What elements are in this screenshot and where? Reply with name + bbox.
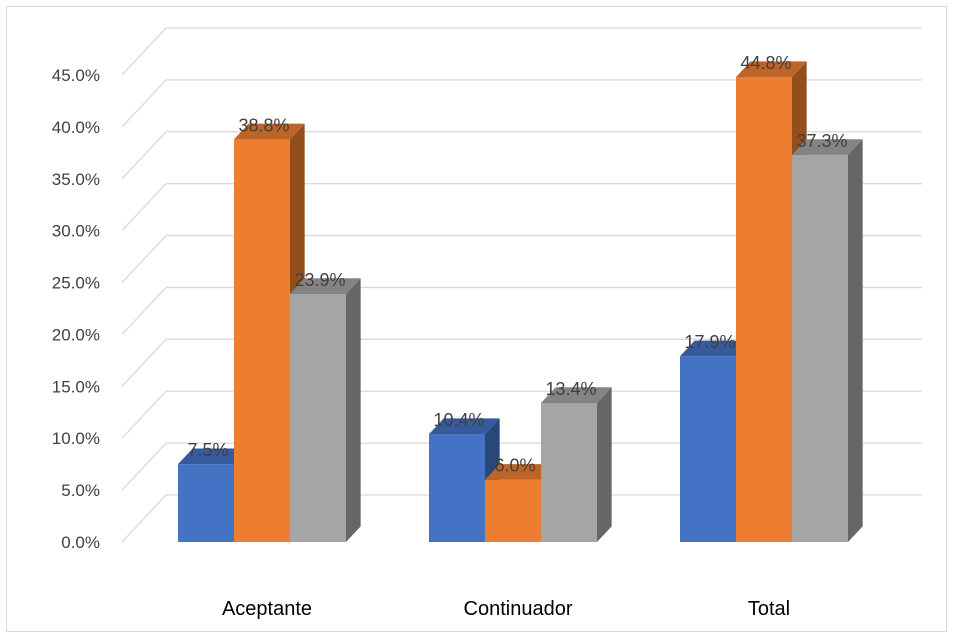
y-tick-label: 0.0% (61, 533, 100, 552)
y-tick-label: 30.0% (52, 222, 100, 241)
gridline-depth (121, 183, 167, 232)
gridline-depth (121, 131, 167, 180)
gridline-depth (121, 27, 167, 76)
y-axis-ticks: 0.0% 5.0% 10.0% 15.0% 20.0% 25.0% 30.0% 35.0% 40… (52, 66, 100, 552)
x-axis-categories: Aceptante Continuador Total (222, 598, 790, 620)
gridline-depth (121, 235, 167, 283)
gridline-depth (121, 390, 167, 439)
gridline-depth (121, 494, 167, 543)
y-tick-label: 25.0% (52, 274, 100, 293)
data-label-series-2: 6.0% (494, 456, 535, 476)
x-category-label: Continuador (464, 598, 573, 620)
data-label-series-1: 17.9% (684, 332, 735, 352)
data-label-series-1: 10.4% (433, 410, 484, 430)
data-label-series-2: 38.8% (238, 115, 289, 135)
bar-series-3 (290, 278, 361, 542)
data-label-series-3: 13.4% (545, 379, 596, 399)
y-tick-label: 20.0% (52, 325, 100, 344)
y-tick-label: 10.0% (52, 429, 100, 448)
bar-series-3 (792, 139, 863, 543)
y-tick-label: 35.0% (52, 170, 100, 189)
data-label-series-3: 23.9% (294, 270, 345, 290)
y-tick-label: 5.0% (61, 481, 100, 500)
gridline-depth (121, 442, 167, 491)
data-label-series-3: 37.3% (796, 131, 847, 151)
y-tick-label: 45.0% (52, 66, 100, 85)
x-category-label: Aceptante (222, 598, 312, 620)
bars (178, 61, 863, 543)
x-category-label: Total (748, 598, 790, 620)
y-tick-label: 40.0% (52, 118, 100, 137)
gridline-depth (121, 287, 167, 335)
bar-series-3 (541, 387, 612, 542)
y-tick-label: 15.0% (52, 377, 100, 396)
gridline-depth (121, 338, 167, 387)
data-label-series-2: 44.8% (740, 53, 791, 73)
data-label-series-1: 7.5% (187, 440, 228, 460)
data-labels: 7.5% 38.8% 23.9% 10.4% 6.0% 13.4% 17.9% 44.8% 37… (187, 53, 847, 476)
gridline-depth (121, 79, 167, 128)
